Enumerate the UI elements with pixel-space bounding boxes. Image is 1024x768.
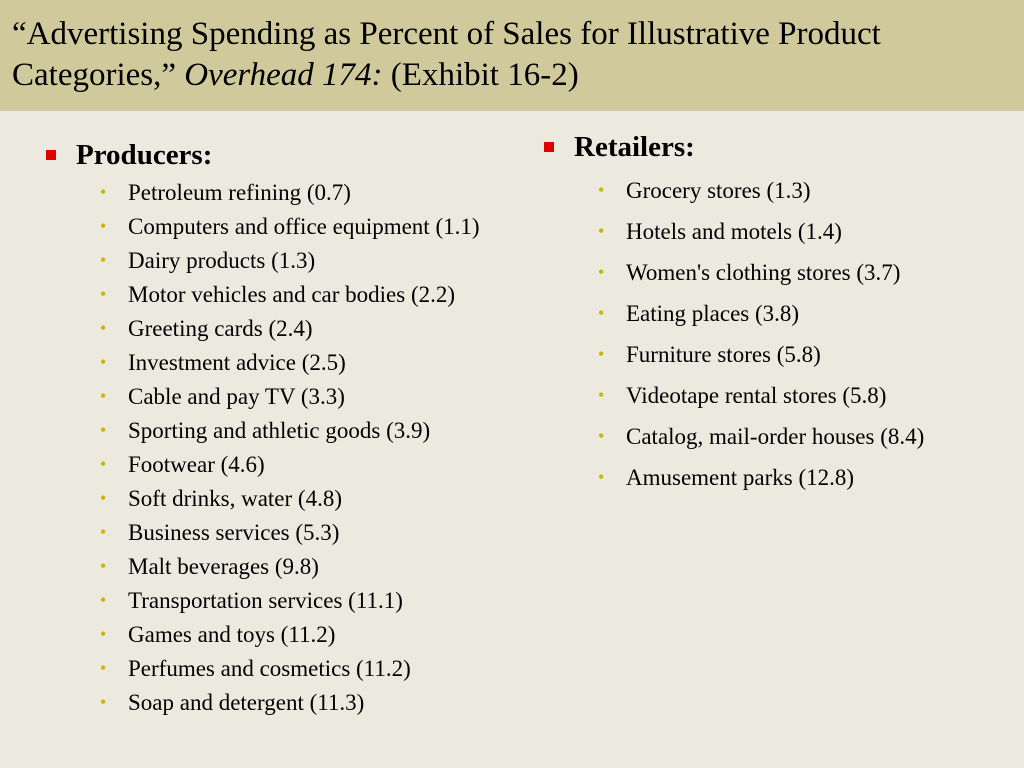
retailer-item-text: Grocery stores (1.3): [626, 178, 811, 203]
retailers-heading: Retailers:: [574, 131, 695, 163]
bullet-dot-icon: •: [100, 522, 107, 542]
producer-item-text: Computers and office equipment (1.1): [128, 214, 480, 239]
producer-item: • Games and toys (11.2): [88, 621, 568, 648]
producer-item-text: Petroleum refining (0.7): [128, 180, 351, 205]
bullet-dot-icon: •: [100, 386, 107, 406]
retailer-item-text: Amusement parks (12.8): [626, 465, 855, 490]
retailer-item: • Grocery stores (1.3): [586, 177, 1024, 204]
bullet-dot-icon: •: [598, 467, 605, 487]
bullet-dot-icon: •: [100, 658, 107, 678]
bullet-dot-icon: •: [100, 454, 107, 474]
bullet-dot-icon: •: [598, 426, 605, 446]
producer-item-text: Business services (5.3): [128, 520, 340, 545]
producer-item: • Malt beverages (9.8): [88, 553, 568, 580]
title-italic: Overhead 174:: [184, 57, 383, 93]
retailers-heading-row: Retailers:: [538, 130, 695, 164]
bullet-dot-icon: •: [598, 262, 605, 282]
retailer-item-text: Women's clothing stores (3.7): [626, 260, 901, 285]
retailer-item-text: Furniture stores (5.8): [626, 342, 821, 367]
slide-title: “Advertising Spending as Percent of Sale…: [12, 14, 1012, 96]
producer-item: • Footwear (4.6): [88, 451, 568, 478]
producer-item: • Investment advice (2.5): [88, 349, 568, 376]
producer-item: • Motor vehicles and car bodies (2.2): [88, 281, 568, 308]
producer-item-text: Cable and pay TV (3.3): [128, 384, 345, 409]
producers-heading: Producers:: [76, 139, 213, 171]
producers-heading-row: Producers:: [40, 138, 212, 172]
producer-item: • Petroleum refining (0.7): [88, 179, 568, 206]
producer-item: • Dairy products (1.3): [88, 247, 568, 274]
retailer-item: • Hotels and motels (1.4): [586, 218, 1024, 245]
retailer-item: • Eating places (3.8): [586, 300, 1024, 327]
producer-item-text: Investment advice (2.5): [128, 350, 346, 375]
producer-item-text: Footwear (4.6): [128, 452, 265, 477]
bullet-dot-icon: •: [100, 182, 107, 202]
retailer-item-text: Catalog, mail-order houses (8.4): [626, 424, 925, 449]
producer-item: • Soap and detergent (11.3): [88, 689, 568, 716]
producer-item-text: Perfumes and cosmetics (11.2): [128, 656, 411, 681]
bullet-dot-icon: •: [598, 303, 605, 323]
retailer-item: • Catalog, mail-order houses (8.4): [586, 423, 1024, 450]
square-bullet-icon: [544, 142, 554, 152]
bullet-dot-icon: •: [100, 692, 107, 712]
producer-item-text: Dairy products (1.3): [128, 248, 316, 273]
retailer-item-text: Videotape rental stores (5.8): [626, 383, 887, 408]
producer-item: • Soft drinks, water (4.8): [88, 485, 568, 512]
title-exhibit: (Exhibit 16-2): [382, 57, 579, 93]
bullet-dot-icon: •: [100, 352, 107, 372]
bullet-dot-icon: •: [100, 284, 107, 304]
producer-item-text: Soap and detergent (11.3): [128, 690, 365, 715]
producer-item: • Greeting cards (2.4): [88, 315, 568, 342]
bullet-dot-icon: •: [598, 180, 605, 200]
bullet-dot-icon: •: [100, 488, 107, 508]
bullet-dot-icon: •: [598, 221, 605, 241]
bullet-dot-icon: •: [100, 556, 107, 576]
producers-list: • Petroleum refining (0.7) • Computers and …: [88, 179, 568, 723]
retailer-item-text: Eating places (3.8): [626, 301, 800, 326]
retailer-item: • Amusement parks (12.8): [586, 464, 1024, 491]
bullet-dot-icon: •: [100, 318, 107, 338]
producer-item: • Cable and pay TV (3.3): [88, 383, 568, 410]
producer-item-text: Transportation services (11.1): [128, 588, 403, 613]
bullet-dot-icon: •: [100, 420, 107, 440]
bullet-dot-icon: •: [100, 216, 107, 236]
retailer-item: • Women's clothing stores (3.7): [586, 259, 1024, 286]
bullet-dot-icon: •: [100, 624, 107, 644]
producer-item-text: Motor vehicles and car bodies (2.2): [128, 282, 456, 307]
producer-item: • Transportation services (11.1): [88, 587, 568, 614]
producer-item-text: Malt beverages (9.8): [128, 554, 319, 579]
producer-item-text: Games and toys (11.2): [128, 622, 336, 647]
retailers-list: • Grocery stores (1.3) • Hotels and motels …: [586, 177, 1024, 505]
retailer-item: • Videotape rental stores (5.8): [586, 382, 1024, 409]
bullet-dot-icon: •: [598, 344, 605, 364]
producer-item: • Sporting and athletic goods (3.9): [88, 417, 568, 444]
producer-item: • Computers and office equipment (1.1): [88, 213, 568, 240]
producer-item: • Perfumes and cosmetics (11.2): [88, 655, 568, 682]
producer-item-text: Sporting and athletic goods (3.9): [128, 418, 431, 443]
bullet-dot-icon: •: [100, 590, 107, 610]
title-main: “Advertising Spending as Percent of Sale…: [12, 16, 881, 93]
title-bar: “Advertising Spending as Percent of Sale…: [0, 0, 1024, 111]
square-bullet-icon: [46, 150, 56, 160]
bullet-dot-icon: •: [598, 385, 605, 405]
producer-item: • Business services (5.3): [88, 519, 568, 546]
producer-item-text: Greeting cards (2.4): [128, 316, 313, 341]
retailer-item: • Furniture stores (5.8): [586, 341, 1024, 368]
producer-item-text: Soft drinks, water (4.8): [128, 486, 342, 511]
bullet-dot-icon: •: [100, 250, 107, 270]
retailer-item-text: Hotels and motels (1.4): [626, 219, 842, 244]
